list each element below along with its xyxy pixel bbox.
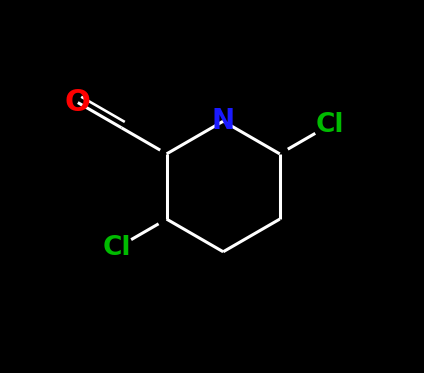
- Text: O: O: [65, 88, 91, 117]
- Text: N: N: [212, 107, 235, 135]
- Text: Cl: Cl: [315, 112, 344, 138]
- Text: Cl: Cl: [102, 235, 131, 261]
